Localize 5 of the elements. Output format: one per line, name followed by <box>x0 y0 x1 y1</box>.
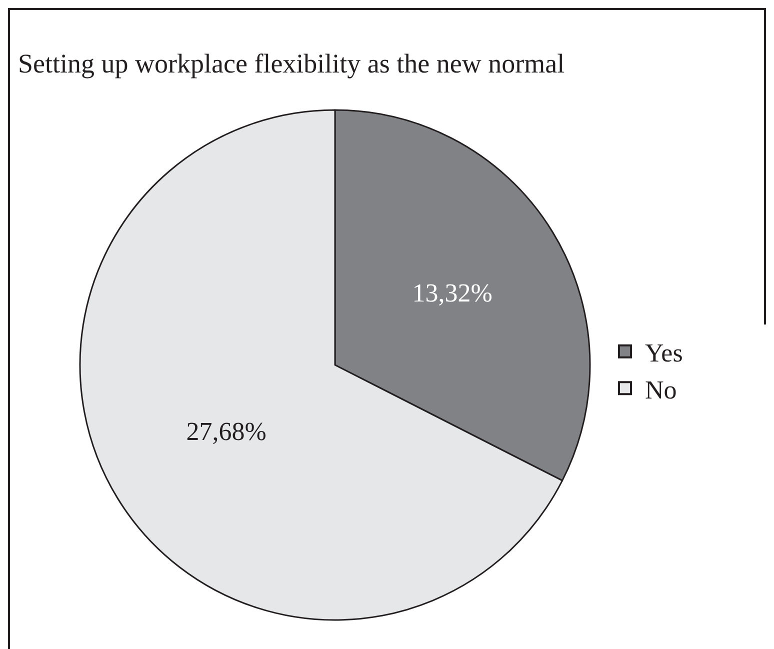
chart-title: Setting up workplace flexibility as the new normal <box>18 48 565 78</box>
legend-label: Yes <box>645 338 683 368</box>
legend-label: No <box>645 375 677 404</box>
data-label: 27,68% <box>186 417 266 446</box>
data-label: 13,32% <box>412 278 492 308</box>
